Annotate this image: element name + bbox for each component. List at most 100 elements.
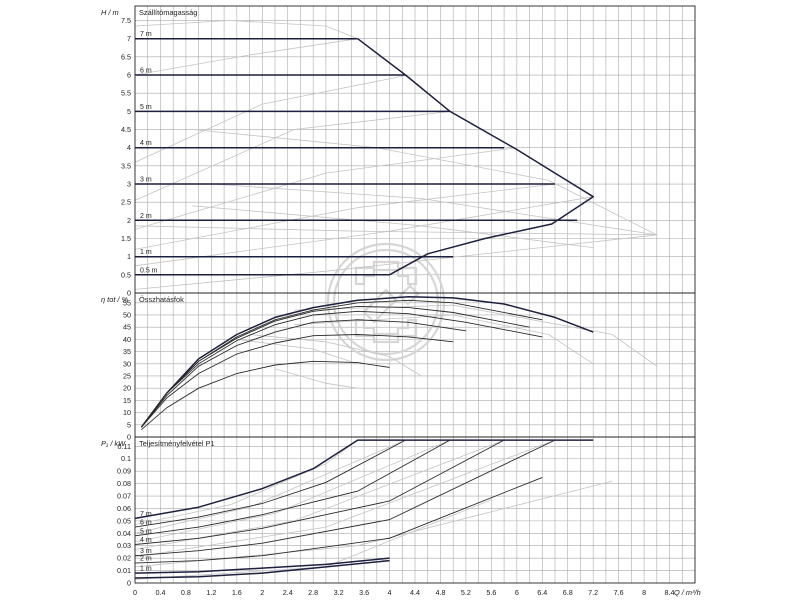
guide-curve bbox=[134, 480, 613, 568]
guide-curve bbox=[274, 368, 358, 389]
guide-curve bbox=[134, 111, 451, 201]
x-tick-label: 6.4 bbox=[537, 588, 547, 597]
y-tick-label: 55 bbox=[123, 298, 131, 307]
series-line bbox=[141, 360, 390, 431]
y-tick-label: 40 bbox=[123, 335, 131, 344]
series-label: 1 m bbox=[140, 249, 152, 256]
y-tick-label: 0.1 bbox=[121, 454, 131, 463]
y-tick-label: 3 bbox=[127, 180, 131, 189]
y-tick-label: 0.03 bbox=[117, 541, 131, 550]
series-label: 2 m bbox=[140, 556, 152, 563]
x-tick-label: 1.6 bbox=[232, 588, 242, 597]
guide-curve bbox=[134, 439, 505, 550]
y-tick-label: 10 bbox=[123, 408, 131, 417]
x-tick-label: 5.2 bbox=[461, 588, 471, 597]
series-label: 6 m bbox=[140, 68, 152, 75]
series-line bbox=[134, 439, 594, 520]
guide-curve bbox=[134, 38, 358, 76]
guide-curve bbox=[134, 74, 409, 163]
panel-title: Összhatásfok bbox=[139, 295, 184, 304]
y-tick-label: 20 bbox=[123, 384, 131, 393]
series-label: 0.5 m bbox=[140, 267, 158, 274]
curve-layer bbox=[134, 20, 658, 580]
y-tick-label: 2 bbox=[127, 216, 131, 225]
guide-curve bbox=[249, 334, 422, 377]
guide-curve bbox=[134, 225, 657, 236]
x-tick-label: 6.8 bbox=[563, 588, 573, 597]
x-tick-label: 0.4 bbox=[155, 588, 165, 597]
guide-curve bbox=[236, 339, 358, 365]
series-label: 5 m bbox=[140, 528, 152, 535]
guide-curve bbox=[294, 314, 594, 365]
x-tick-label: 2.4 bbox=[283, 588, 293, 597]
series-label: 3 m bbox=[140, 548, 152, 555]
guide-curve bbox=[192, 205, 594, 248]
y-tick-label: 5.5 bbox=[121, 89, 131, 98]
series-label: 5 m bbox=[140, 104, 152, 111]
guide-curve bbox=[294, 304, 658, 367]
y-tick-label: 1.5 bbox=[121, 234, 131, 243]
x-tick-label: 3.6 bbox=[359, 588, 369, 597]
guide-curve bbox=[134, 439, 406, 534]
x-tick-label: 0 bbox=[133, 588, 137, 597]
y-tick-label: 0.06 bbox=[117, 504, 131, 513]
y-tick-label: 35 bbox=[123, 347, 131, 356]
y-tick-label: 0.08 bbox=[117, 479, 131, 488]
y-axis-label: H / m bbox=[101, 8, 119, 17]
series-line bbox=[141, 310, 543, 428]
x-tick-label: 4 bbox=[388, 588, 392, 597]
series-label: 6 m bbox=[140, 520, 152, 527]
series-label: 7 m bbox=[140, 31, 152, 38]
y-tick-label: 1 bbox=[127, 252, 131, 261]
guide-curve bbox=[134, 183, 556, 250]
y-tick-label: 4 bbox=[127, 143, 131, 152]
series-label: 2 m bbox=[140, 213, 152, 220]
y-tick-label: 3.5 bbox=[121, 161, 131, 170]
series-label: 4 m bbox=[140, 140, 152, 147]
chart-frame bbox=[134, 5, 696, 584]
y-tick-label: 0 bbox=[127, 289, 131, 298]
series-line bbox=[134, 476, 543, 564]
series-line bbox=[134, 439, 451, 537]
guide-curve bbox=[134, 439, 358, 525]
series-line bbox=[134, 439, 556, 557]
series-line bbox=[141, 334, 454, 428]
x-tick-label: 4.8 bbox=[435, 588, 445, 597]
guide-curve bbox=[134, 20, 358, 40]
y-tick-label: 0.09 bbox=[117, 467, 131, 476]
series-line bbox=[134, 557, 390, 574]
guide-curve bbox=[211, 183, 657, 236]
x-tick-label: 5.6 bbox=[486, 588, 496, 597]
series-line bbox=[357, 38, 594, 276]
series-line bbox=[140, 295, 594, 428]
x-tick-label: 3.2 bbox=[334, 588, 344, 597]
x-tick-label: 7.2 bbox=[588, 588, 598, 597]
text-layer: 0 0.4 0.8 1.2 1.6 2 2.4 2.8 3.2 3.6 4 4.4 4.8 5.2 5.6 6… bbox=[101, 8, 701, 597]
y-tick-label: 7 bbox=[127, 34, 131, 43]
y-tick-label: 0.11 bbox=[118, 442, 131, 451]
x-tick-label: 4.4 bbox=[410, 588, 420, 597]
y-tick-label: 6 bbox=[127, 71, 131, 80]
series-line bbox=[134, 559, 390, 579]
y-axis-label: η tot / % bbox=[101, 295, 129, 304]
y-axis-label: P₁ / kW bbox=[101, 439, 126, 448]
guide-curve bbox=[134, 234, 657, 290]
y-tick-label: 0 bbox=[127, 579, 131, 588]
x-tick-label: 0.8 bbox=[181, 588, 191, 597]
y-tick-label: 4.5 bbox=[121, 125, 131, 134]
series-line bbox=[134, 439, 505, 545]
y-tick-label: 15 bbox=[123, 396, 131, 405]
series-line bbox=[134, 439, 406, 528]
series-label: 7 m bbox=[140, 511, 152, 518]
y-tick-label: 0.02 bbox=[117, 554, 131, 563]
series-label: 1 m bbox=[140, 566, 152, 573]
y-tick-label: 25 bbox=[123, 371, 131, 380]
series-line bbox=[141, 305, 530, 428]
y-tick-label: 0 bbox=[127, 433, 131, 442]
y-tick-label: 30 bbox=[123, 359, 131, 368]
y-tick-label: 45 bbox=[123, 323, 131, 332]
guide-curve bbox=[134, 439, 451, 543]
y-tick-label: 6.5 bbox=[121, 52, 131, 61]
series-label: 3 m bbox=[140, 177, 152, 184]
guide-curve bbox=[192, 129, 657, 236]
